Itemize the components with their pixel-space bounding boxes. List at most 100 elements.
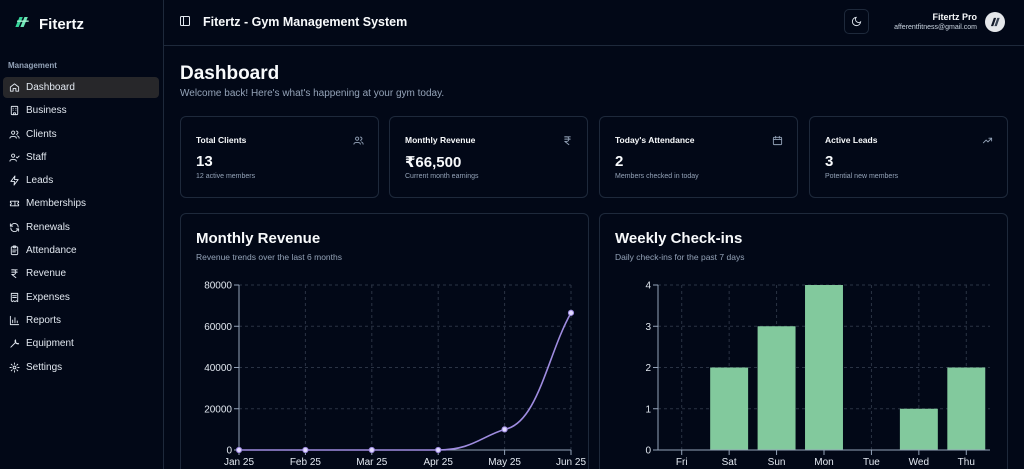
sidebar-nav: Dashboard Business Clients Staff Leads Member… xyxy=(3,77,159,380)
y-tick-label: 1 xyxy=(645,404,651,415)
sidebar-item-renewals[interactable]: Renewals xyxy=(3,217,159,238)
stat-value: 13 xyxy=(196,153,213,170)
user-email: afferentfitness@gmail.com xyxy=(894,24,977,31)
theme-toggle-button[interactable] xyxy=(844,9,869,34)
x-tick-label: Thu xyxy=(958,457,975,468)
fitertz-logo-icon xyxy=(12,12,32,37)
sidebar-item-clients[interactable]: Clients xyxy=(3,124,159,145)
ticket-icon xyxy=(9,198,20,209)
stat-title: Total Clients xyxy=(196,135,247,145)
revenue-chart-card: Monthly Revenue Revenue trends over the … xyxy=(180,213,589,469)
avatar-logo-icon xyxy=(990,17,1000,27)
revenue-line-chart: 0 20000 40000 60000 80000 Jan 25 Feb 25 Mar 25 A… xyxy=(204,281,586,469)
sidebar-item-staff[interactable]: Staff xyxy=(3,147,159,168)
sidebar-item-dashboard[interactable]: Dashboard xyxy=(3,77,159,98)
sidebar-item-label: Renewals xyxy=(26,221,70,233)
x-tick-label: Sat xyxy=(722,457,737,468)
sidebar-item-expenses[interactable]: Expenses xyxy=(3,287,159,308)
y-tick-label: 4 xyxy=(645,281,651,292)
wrench-icon xyxy=(9,338,20,349)
y-tick-label: 60000 xyxy=(204,322,232,333)
x-tick-label: Apr 25 xyxy=(423,457,453,468)
sidebar-item-business[interactable]: Business xyxy=(3,100,159,121)
revenue-point[interactable] xyxy=(235,446,243,454)
revenue-point[interactable] xyxy=(567,309,575,316)
sidebar-toggle-button[interactable] xyxy=(178,14,192,28)
users-icon xyxy=(353,133,364,145)
stat-value: ₹66,500 xyxy=(405,154,462,171)
sidebar-item-leads[interactable]: Leads xyxy=(3,170,159,191)
checkins-chart-card: Weekly Check-ins Daily check-ins for the… xyxy=(599,213,1008,469)
sidebar-item-label: Clients xyxy=(26,128,57,140)
x-tick-label: Jun 25 xyxy=(556,457,586,468)
sidebar-item-label: Expenses xyxy=(26,291,70,303)
y-tick-label: 3 xyxy=(645,322,651,333)
checkins-bar[interactable] xyxy=(805,285,843,450)
stat-card-today-s-attendance: Today's Attendance 2 Members checked in to… xyxy=(599,116,798,198)
revenue-point[interactable] xyxy=(501,426,508,433)
x-tick-label: Sun xyxy=(768,457,786,468)
zap-icon xyxy=(9,175,20,186)
brand[interactable]: Fitertz xyxy=(12,12,84,36)
receipt-icon xyxy=(9,292,20,303)
checkins-chart-title: Weekly Check-ins xyxy=(615,230,743,247)
x-tick-label: Wed xyxy=(909,457,929,468)
checkins-chart-subtitle: Daily check-ins for the past 7 days xyxy=(615,252,745,262)
sidebar-item-settings[interactable]: Settings xyxy=(3,357,159,378)
sidebar-item-equipment[interactable]: Equipment xyxy=(3,333,159,354)
revenue-chart-title: Monthly Revenue xyxy=(196,230,321,247)
refresh-icon xyxy=(9,222,20,233)
revenue-series-line xyxy=(239,312,572,451)
revenue-chart-subtitle: Revenue trends over the last 6 months xyxy=(196,252,342,262)
stat-subtitle: Potential new members xyxy=(825,173,899,180)
checkins-bar-chart: 0 1 2 3 4 Fri Sat Sun Mon Tue Wed Thu xyxy=(645,281,990,468)
user-name: Fitertz Pro xyxy=(932,12,977,22)
y-tick-label: 0 xyxy=(645,446,651,457)
checkins-bar[interactable] xyxy=(947,367,986,451)
stat-value: 2 xyxy=(615,153,624,170)
x-tick-label: Mon xyxy=(814,457,833,468)
stat-title: Monthly Revenue xyxy=(405,135,476,145)
panel-left-icon xyxy=(180,16,190,26)
sidebar-item-label: Staff xyxy=(26,151,47,163)
y-tick-label: 40000 xyxy=(204,363,232,374)
stat-title: Today's Attendance xyxy=(615,135,695,145)
sidebar-item-revenue[interactable]: Revenue xyxy=(3,263,159,284)
sidebar-item-memberships[interactable]: Memberships xyxy=(3,193,159,214)
revenue-point[interactable] xyxy=(435,446,442,454)
checkins-bar[interactable] xyxy=(757,326,796,450)
sidebar-item-label: Reports xyxy=(26,314,62,326)
sidebar-item-label: Revenue xyxy=(26,268,67,280)
stat-subtitle: Current month earnings xyxy=(405,173,479,180)
page-subtitle: Welcome back! Here's what's happening at… xyxy=(180,88,445,99)
calendar-icon xyxy=(772,133,783,146)
gear-icon xyxy=(9,362,20,373)
users-icon xyxy=(9,129,20,140)
y-tick-label: 2 xyxy=(645,363,651,374)
user-check-icon xyxy=(9,152,20,163)
page-title: Dashboard xyxy=(180,63,280,84)
rupee-icon xyxy=(562,133,573,146)
stat-card-total-clients: Total Clients 13 12 active members xyxy=(180,116,379,198)
checkins-bar[interactable] xyxy=(899,408,938,450)
app-title: Fitertz - Gym Management System xyxy=(203,15,408,29)
trending-up-icon xyxy=(982,133,993,144)
checkins-bar[interactable] xyxy=(710,367,749,451)
sidebar-item-reports[interactable]: Reports xyxy=(3,310,159,331)
x-tick-label: Jan 25 xyxy=(224,457,254,468)
revenue-point[interactable] xyxy=(368,446,375,454)
user-info[interactable]: Fitertz Pro afferentfitness@gmail.com xyxy=(894,12,977,31)
moon-icon xyxy=(851,16,862,27)
avatar[interactable] xyxy=(985,12,1005,32)
revenue-point[interactable] xyxy=(302,446,309,454)
rupee-icon xyxy=(9,268,20,279)
clipboard-icon xyxy=(9,245,20,256)
sidebar-item-label: Memberships xyxy=(26,198,87,210)
stat-card-active-leads: Active Leads 3 Potential new members xyxy=(809,116,1008,198)
bar-chart-icon xyxy=(9,315,20,326)
sidebar-item-attendance[interactable]: Attendance xyxy=(3,240,159,261)
stat-value: 3 xyxy=(825,153,834,170)
stat-card-monthly-revenue: Monthly Revenue ₹66,500 Current month earn… xyxy=(389,116,588,198)
sidebar-item-label: Equipment xyxy=(26,338,74,350)
x-tick-label: Tue xyxy=(863,457,880,468)
